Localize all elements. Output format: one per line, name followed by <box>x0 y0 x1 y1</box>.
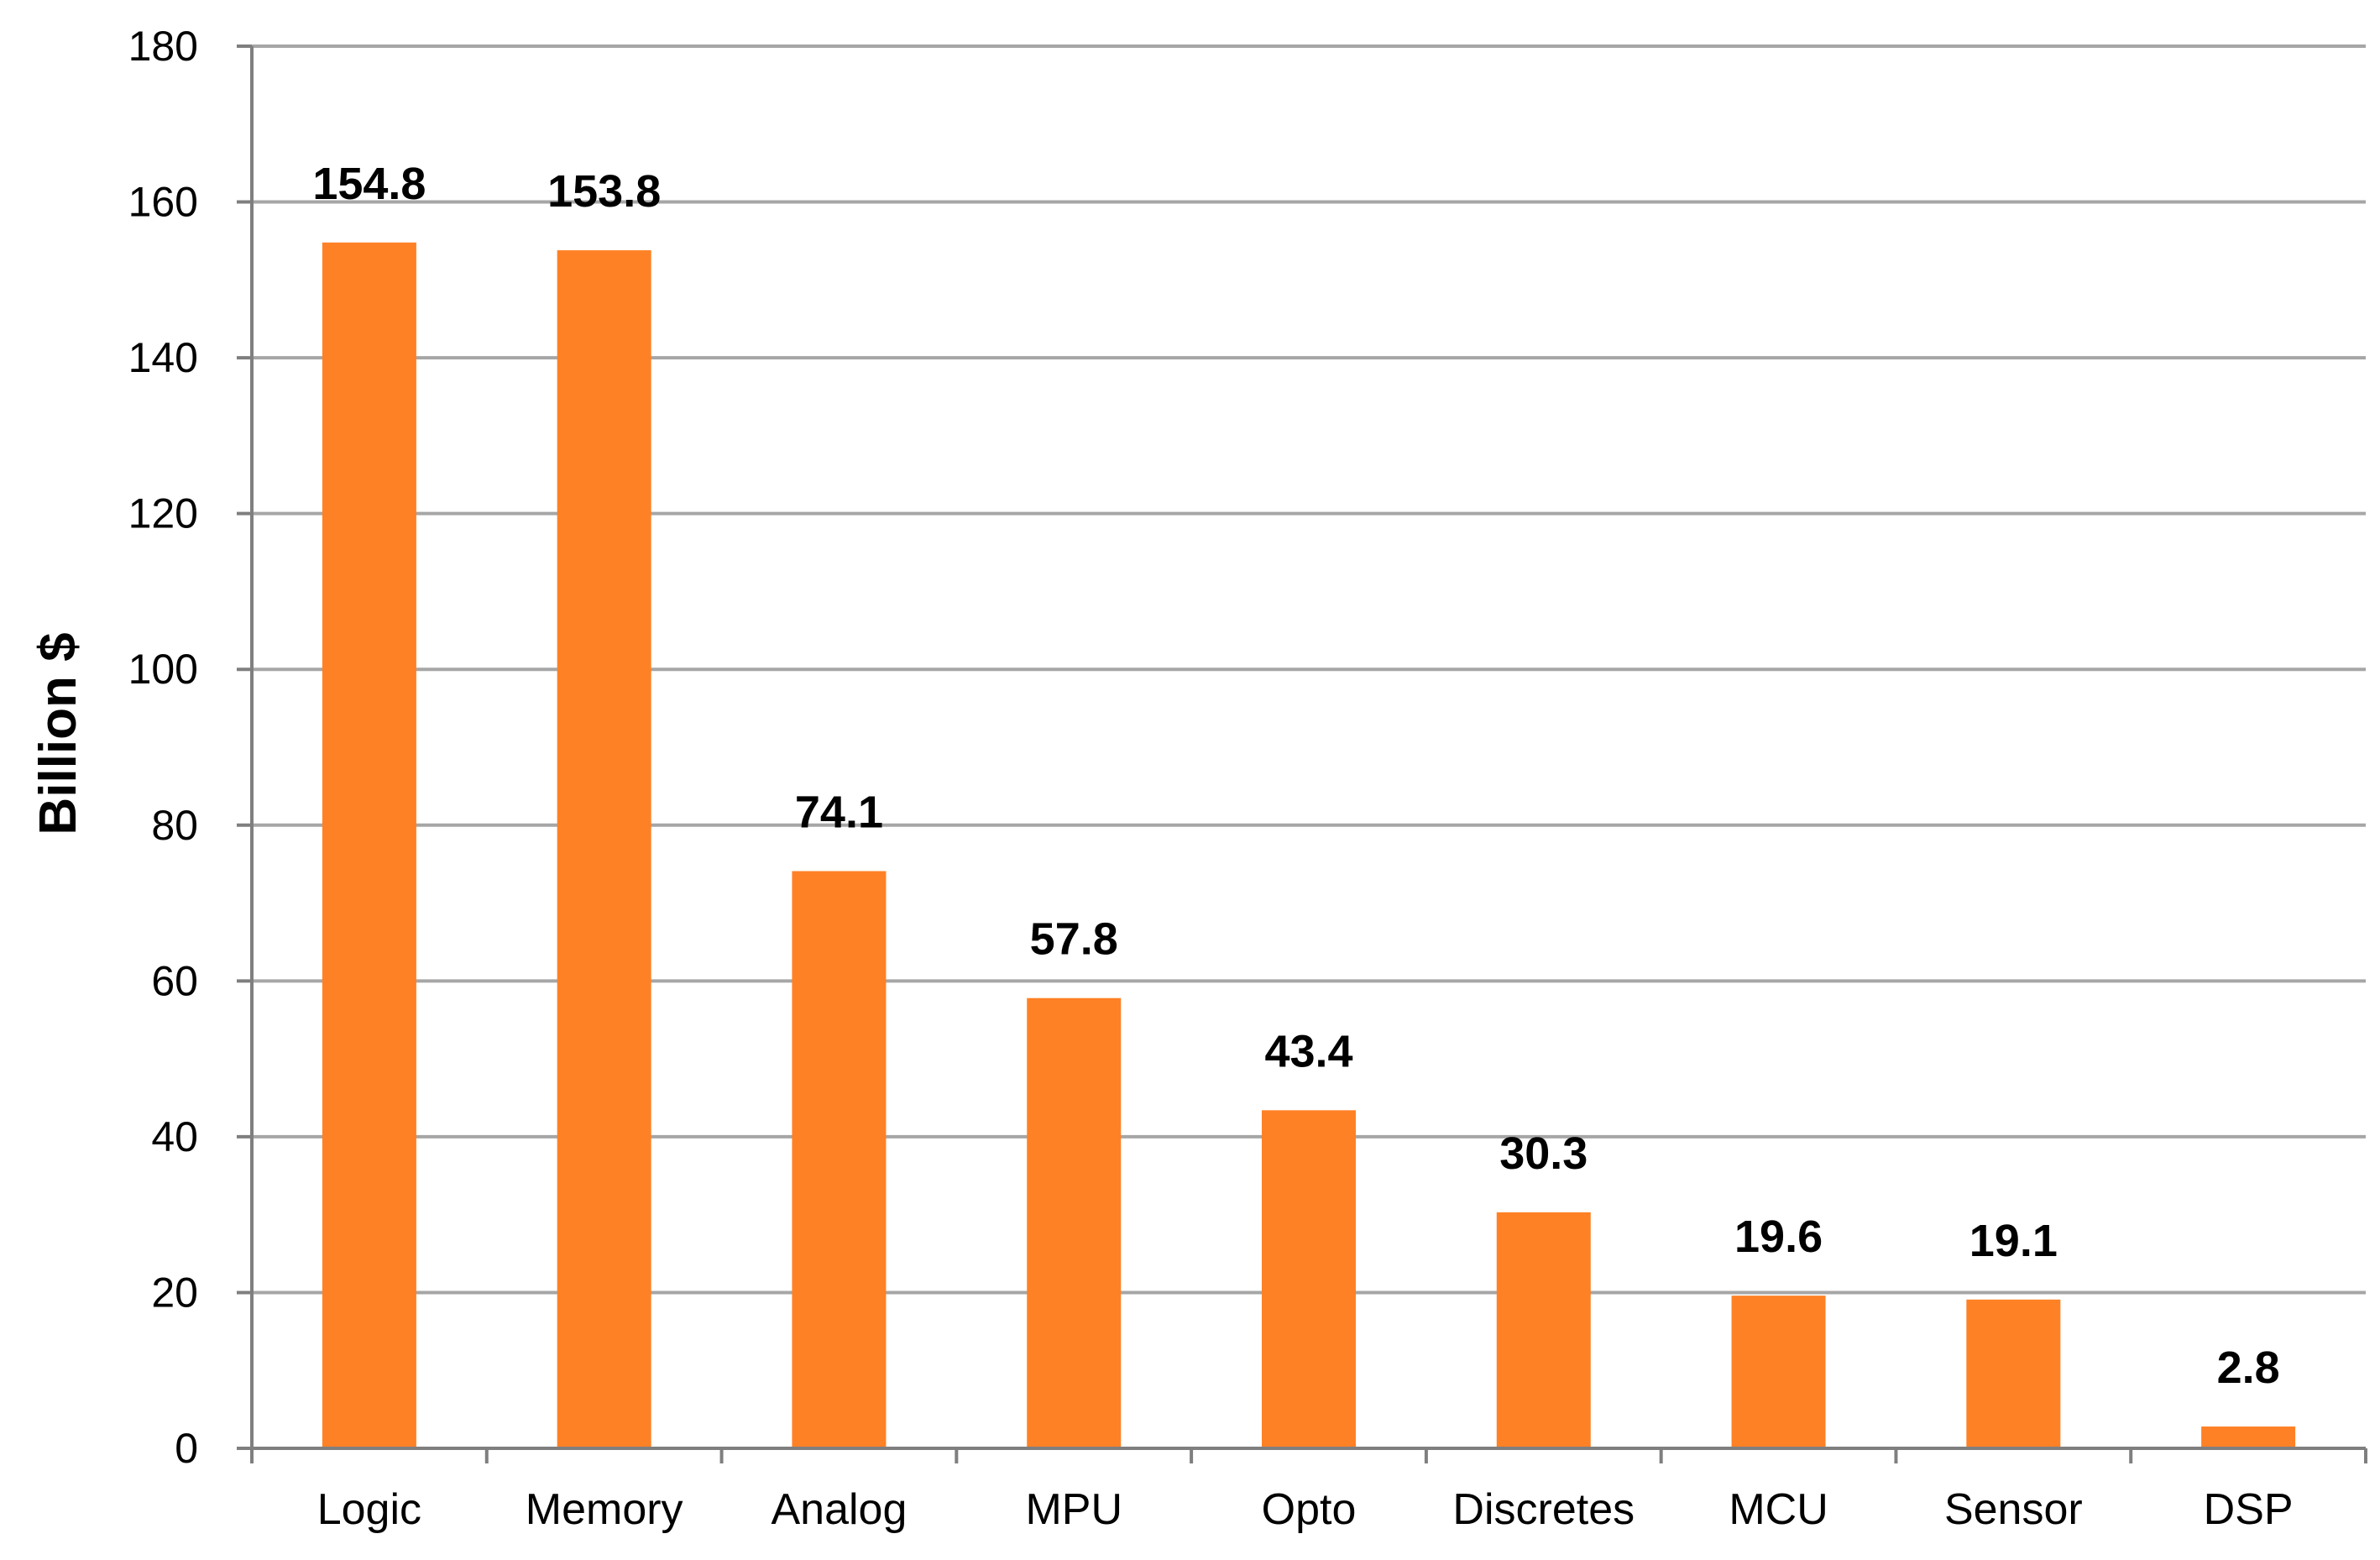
bar-memory <box>557 250 651 1449</box>
y-tick-labels: 0 20 40 60 80 100 120 140 160 180 <box>128 23 198 1472</box>
bar-dsp <box>2201 1427 2296 1448</box>
x-category-label-opto: Opto <box>1262 1485 1357 1534</box>
y-axis-title: Billion $ <box>29 632 87 835</box>
bar-logic <box>322 242 416 1448</box>
data-label-opto: 43.4 <box>1264 1026 1352 1076</box>
x-category-label-sensor: Sensor <box>1944 1485 2083 1534</box>
x-category-label-analog: Analog <box>771 1485 907 1534</box>
data-label-logic: 154.8 <box>312 159 426 209</box>
x-category-label-discretes: Discretes <box>1452 1485 1635 1534</box>
y-tick-label-180: 180 <box>128 23 198 70</box>
data-label-discretes: 30.3 <box>1499 1128 1588 1179</box>
axes <box>237 44 2367 1463</box>
x-category-label-mcu: MCU <box>1729 1485 1828 1534</box>
y-tick-label-0: 0 <box>175 1425 198 1472</box>
data-label-mcu: 19.6 <box>1734 1212 1823 1262</box>
data-label-analog: 74.1 <box>795 788 883 838</box>
y-tick-label-40: 40 <box>151 1113 198 1160</box>
data-label-mpu: 57.8 <box>1030 914 1118 965</box>
bar-mpu <box>1027 997 1122 1448</box>
bars <box>322 242 2296 1449</box>
y-tick-label-60: 60 <box>151 957 198 1004</box>
x-category-label-dsp: DSP <box>2204 1485 2294 1534</box>
bar-discretes <box>1496 1212 1591 1448</box>
bar-mcu <box>1731 1296 1826 1448</box>
y-tick-label-120: 120 <box>128 490 198 537</box>
y-tick-label-80: 80 <box>151 802 198 849</box>
bar-analog <box>792 871 887 1448</box>
bar-sensor <box>1966 1299 2061 1448</box>
x-category-labels: Logic Memory Analog MPU Opto Discretes MCU Sens… <box>317 1485 2294 1534</box>
data-labels: 154.8 153.8 74.1 57.8 43.4 30.3 19.6 19.1 2.8 <box>312 159 2279 1393</box>
y-tick-label-140: 140 <box>128 334 198 381</box>
x-category-label-memory: Memory <box>526 1485 683 1534</box>
y-tick-label-160: 160 <box>128 179 198 226</box>
data-label-dsp: 2.8 <box>2217 1343 2280 1393</box>
data-label-memory: 153.8 <box>547 166 661 217</box>
x-category-label-logic: Logic <box>317 1485 421 1534</box>
x-category-label-mpu: MPU <box>1025 1485 1122 1534</box>
bar-opto <box>1262 1110 1356 1448</box>
y-tick-label-100: 100 <box>128 646 198 693</box>
y-tick-label-20: 20 <box>151 1269 198 1316</box>
data-label-sensor: 19.1 <box>1969 1216 2058 1266</box>
